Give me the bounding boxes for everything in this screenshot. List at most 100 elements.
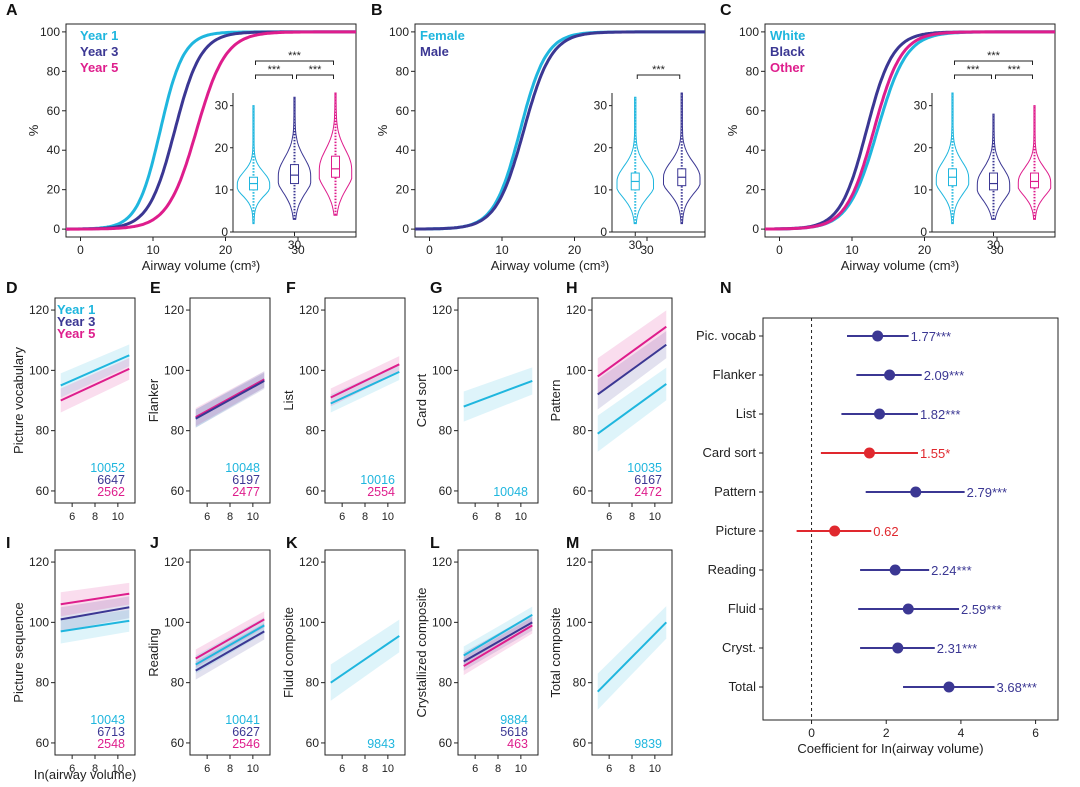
y-axis-title: % [26, 124, 41, 136]
y-axis-title: % [375, 124, 390, 136]
sample-count: 10048 [225, 461, 260, 475]
y-tick-label: 60 [36, 736, 50, 750]
regression-line [60, 354, 130, 387]
violin-box [989, 172, 998, 191]
y-axis-title: Total composite [548, 607, 563, 697]
sample-count: 5618 [500, 725, 528, 739]
y-tick-label: 120 [566, 555, 586, 569]
y-tick-label: 80 [36, 424, 50, 438]
y-axis-title: Crystallized composite [414, 587, 429, 717]
y-tick-label: 20 [47, 183, 61, 197]
inset-y-tick-label: 10 [215, 183, 229, 197]
x-tick-label: 6 [204, 511, 210, 523]
y-tick-label: 60 [306, 484, 320, 498]
y-tick-label: 60 [439, 484, 453, 498]
y-axis-title: Flanker [146, 378, 161, 422]
estimate-label: 3.68*** [997, 680, 1037, 695]
row-label: Card sort [703, 445, 757, 460]
significance-bracket [995, 74, 1033, 79]
legend-entry: Male [420, 44, 449, 59]
y-tick-label: 60 [396, 104, 410, 118]
y-tick-label: 100 [299, 615, 319, 629]
point-estimate [889, 564, 901, 576]
estimate-label: 2.79*** [967, 485, 1007, 500]
x-tick-label: 6 [69, 511, 75, 523]
estimate-label: 2.24*** [931, 563, 971, 578]
y-tick-label: 40 [746, 143, 760, 157]
y-tick-label: 60 [36, 484, 50, 498]
x-tick-label: 10 [515, 763, 527, 775]
panel-label-n: N [720, 280, 732, 297]
y-tick-label: 0 [752, 222, 759, 236]
row-label: Pattern [714, 484, 756, 499]
estimate-label: 1.55* [920, 446, 950, 461]
cdf-line-year-5 [66, 30, 356, 231]
sample-count: 2472 [634, 485, 662, 499]
y-tick-label: 100 [566, 615, 586, 629]
y-axis-title: Fluid composite [281, 607, 296, 698]
regression-line [60, 592, 130, 606]
y-tick-label: 100 [29, 363, 49, 377]
inset-y-tick-label: 0 [600, 225, 607, 239]
x-tick-label: 6 [339, 763, 345, 775]
y-tick-label: 0 [402, 222, 409, 236]
regression-line [597, 343, 667, 396]
panel-label-i: I [6, 535, 10, 552]
significance-label: *** [268, 64, 282, 76]
x-tick-label: 20 [918, 243, 932, 257]
regression-line [597, 325, 667, 378]
panel-label-j: J [150, 535, 159, 552]
row-label: Cryst. [722, 640, 756, 655]
sample-count: 10035 [627, 461, 662, 475]
y-tick-label: 40 [396, 143, 410, 157]
x-tick-label: 0 [426, 243, 433, 257]
x-tick-label: 8 [92, 511, 98, 523]
significance-label: *** [967, 64, 981, 76]
legend-entry: Black [770, 44, 805, 59]
estimate-label: 2.31*** [937, 641, 977, 656]
y-axis-title: Picture sequence [11, 602, 26, 702]
regression-line [60, 619, 130, 633]
violin-box [290, 164, 299, 185]
inset-y-tick-label: 30 [594, 99, 608, 113]
y-tick-label: 80 [439, 424, 453, 438]
point-estimate [910, 486, 922, 498]
x-axis-title: Airway volume (cm³) [491, 258, 609, 273]
point-estimate [892, 642, 904, 654]
x-axis-title: Airway volume (cm³) [841, 258, 959, 273]
y-tick-label: 100 [164, 615, 184, 629]
x-tick-label: 10 [649, 511, 661, 523]
sample-count: 9839 [634, 737, 662, 751]
y-tick-label: 0 [53, 222, 60, 236]
point-estimate [872, 330, 884, 342]
row-label: List [736, 406, 757, 421]
significance-bracket [255, 74, 293, 79]
legend-entry: Year 1 [57, 302, 95, 317]
point-estimate [874, 408, 886, 420]
x-tick-label: 20 [219, 243, 233, 257]
regression-line [195, 630, 265, 672]
sample-count: 10043 [90, 713, 125, 727]
legend-entry: Year 5 [80, 60, 118, 75]
violin-shape [1017, 105, 1052, 220]
y-tick-label: 80 [171, 676, 185, 690]
panel-label-f: F [286, 280, 296, 297]
x-tick-label: 6 [472, 763, 478, 775]
legend-entry: Female [420, 28, 465, 43]
regression-line [195, 624, 265, 666]
panel-label-b: B [371, 2, 383, 19]
regression-line [60, 606, 130, 621]
x-tick-label: 10 [112, 763, 124, 775]
x-tick-label: 6 [606, 511, 612, 523]
inset-x-tick-label: 30 [288, 238, 302, 252]
significance-bracket [255, 60, 334, 65]
violin-shape [935, 92, 970, 225]
regression-line [463, 624, 533, 667]
x-tick-label: 10 [845, 243, 859, 257]
inset-y-tick-label: 0 [920, 225, 927, 239]
row-label: Picture [716, 523, 756, 538]
x-tick-label: 10 [112, 511, 124, 523]
y-axis-title: Picture vocabulary [11, 347, 26, 454]
point-estimate [863, 447, 875, 459]
violin-shape [616, 96, 654, 225]
